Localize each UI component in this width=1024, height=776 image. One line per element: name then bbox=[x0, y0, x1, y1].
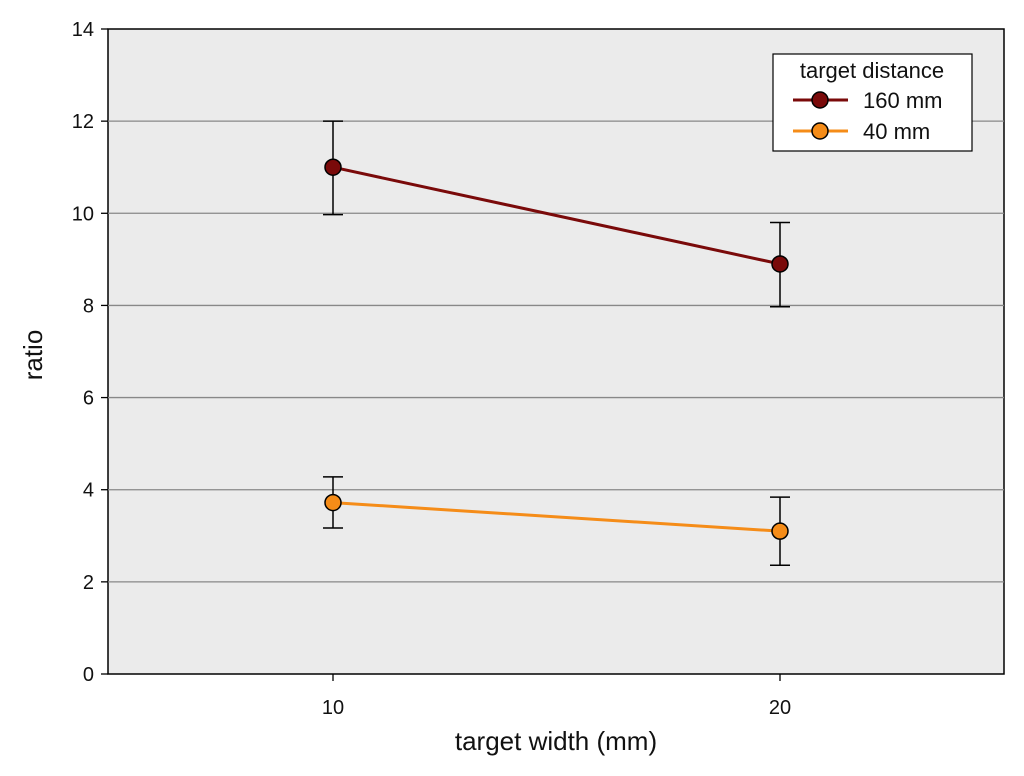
y-axis: 0 2 4 6 8 10 12 14 bbox=[72, 19, 108, 686]
data-point bbox=[771, 522, 789, 540]
legend-label: 40 mm bbox=[863, 119, 930, 144]
data-point bbox=[324, 158, 342, 176]
legend-marker bbox=[811, 91, 829, 109]
y-tick-label: 2 bbox=[83, 572, 94, 594]
legend-label: 160 mm bbox=[863, 88, 942, 113]
legend-title: target distance bbox=[800, 58, 944, 83]
y-tick-label: 14 bbox=[72, 19, 94, 41]
x-tick-label: 10 bbox=[322, 697, 344, 719]
series-line bbox=[332, 165, 781, 266]
series-1 bbox=[323, 476, 790, 567]
y-tick-label: 8 bbox=[83, 295, 94, 317]
series-0 bbox=[323, 120, 790, 308]
data-point bbox=[771, 255, 789, 273]
legend-box bbox=[772, 53, 973, 152]
legend-entries: 160 mm 40 mm bbox=[793, 88, 942, 144]
y-tick-label: 12 bbox=[72, 111, 94, 133]
y-tick-label: 0 bbox=[83, 664, 94, 686]
data-point bbox=[324, 493, 342, 512]
series-group bbox=[323, 120, 790, 567]
x-tick-label: 20 bbox=[769, 697, 791, 719]
x-axis: 10 20 bbox=[322, 674, 791, 719]
y-tick-label: 10 bbox=[72, 203, 94, 225]
series-line bbox=[332, 501, 781, 533]
x-axis-title: target width (mm) bbox=[455, 726, 657, 756]
y-tick-label: 4 bbox=[83, 480, 94, 502]
legend: target distance 160 mm 40 mm bbox=[772, 53, 973, 152]
y-tick-label: 6 bbox=[83, 388, 94, 410]
y-axis-title: ratio bbox=[18, 330, 48, 381]
legend-marker bbox=[811, 122, 829, 140]
